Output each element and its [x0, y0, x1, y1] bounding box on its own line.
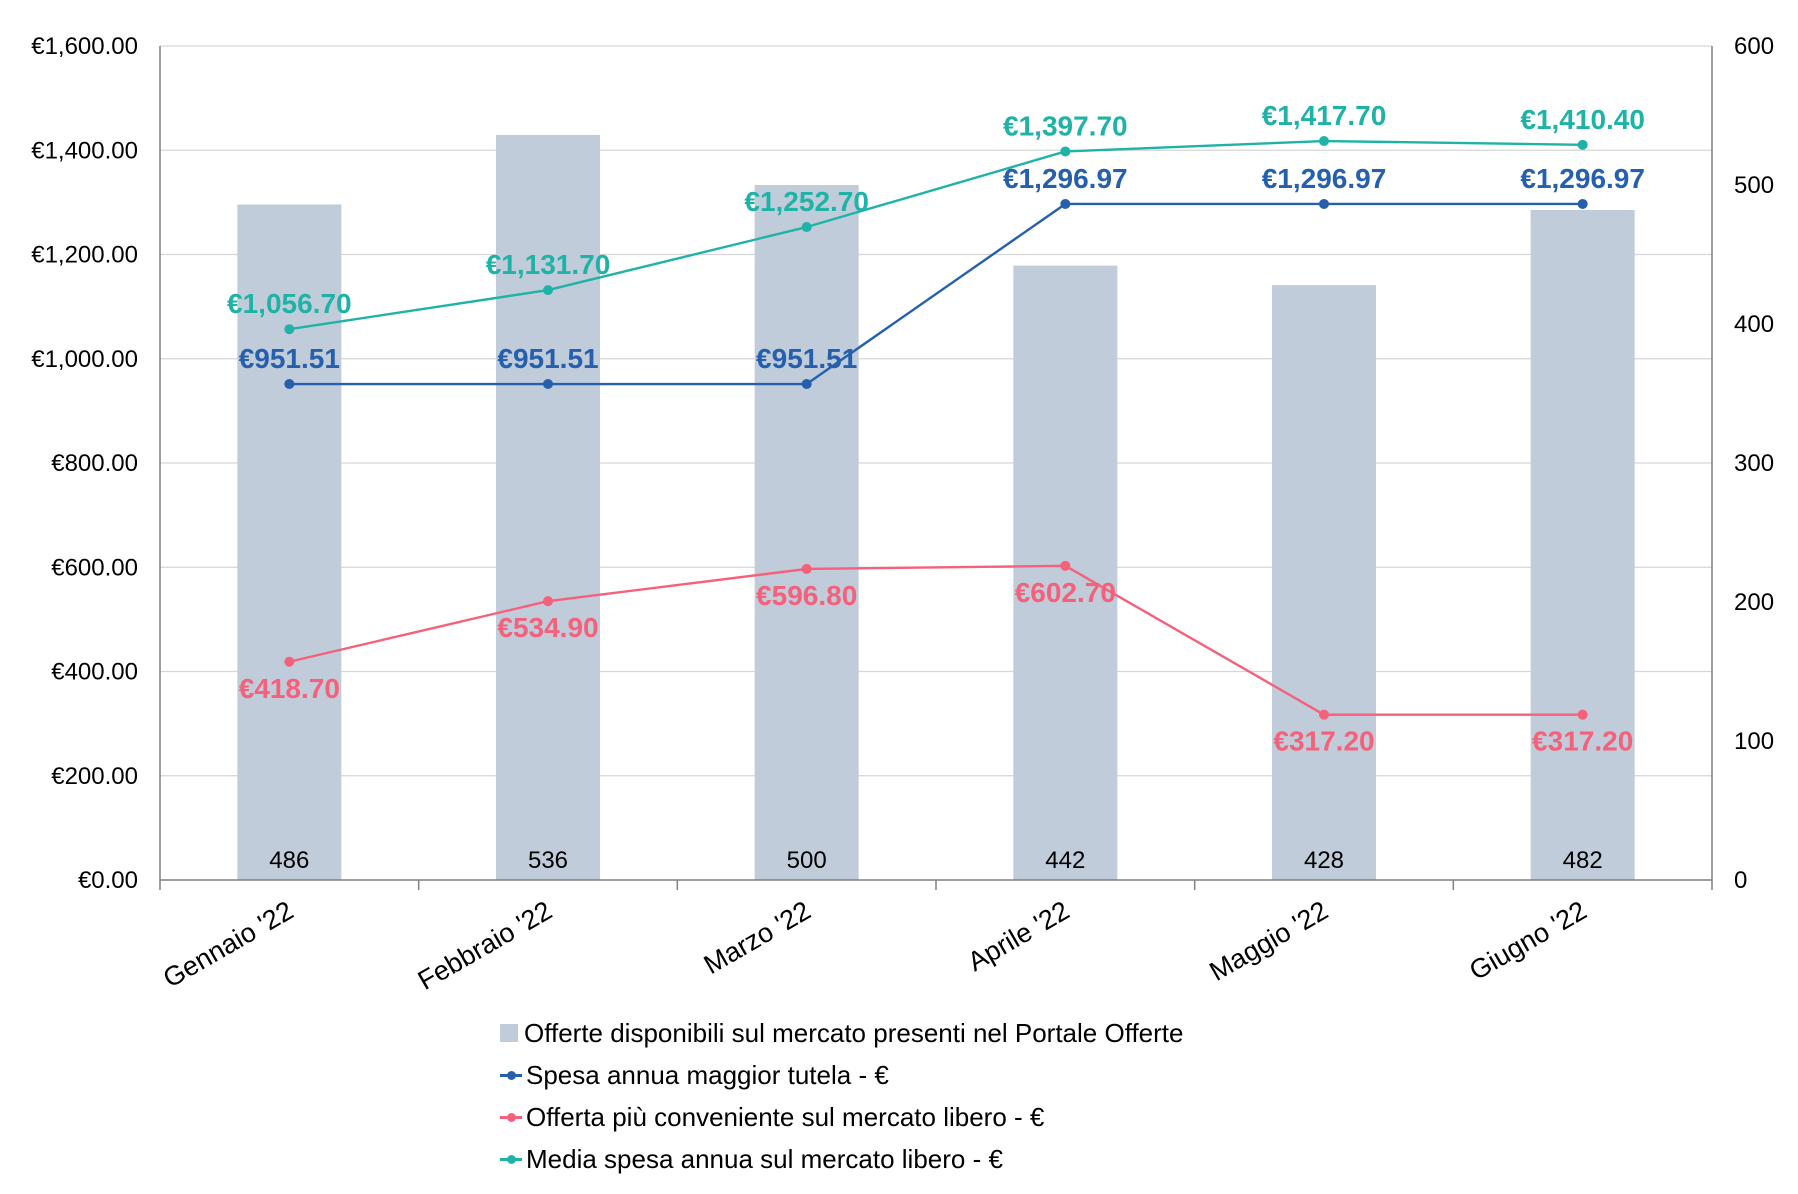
- x-tick-label: Febbraio '22: [413, 895, 557, 996]
- legend-item-maggior-tutela: Spesa annua maggior tutela - €: [500, 1054, 1500, 1096]
- bar: [754, 185, 859, 880]
- y-right-tick-label: 600: [1734, 33, 1774, 60]
- series-point: [1577, 709, 1588, 720]
- bar-value-label: 500: [787, 847, 827, 874]
- series-point: [284, 656, 295, 667]
- y-left-tick-label: €800.00: [51, 450, 138, 477]
- series-line: [289, 139, 1583, 331]
- series-line: [289, 202, 1583, 386]
- x-tick-label: Aprile '22: [963, 895, 1075, 977]
- series-data-label: €602.70: [1015, 577, 1116, 608]
- series-point: [1577, 198, 1588, 209]
- bar: [237, 204, 342, 880]
- series-point: [1060, 560, 1071, 571]
- series-point: [801, 222, 812, 233]
- legend-swatch-media-spesa: [500, 1150, 522, 1168]
- series-data-label: €596.80: [756, 580, 857, 611]
- y-left-tick-label: €1,200.00: [31, 242, 138, 269]
- series-point: [284, 324, 295, 335]
- series-data-label: €951.51: [239, 343, 340, 374]
- gridlines: [160, 45, 1712, 777]
- series-data-label: €1,131.70: [486, 249, 611, 280]
- series-data-label: €951.51: [497, 343, 598, 374]
- series-line: [289, 564, 1583, 716]
- series-point: [543, 596, 553, 607]
- bar-value-label: 486: [269, 847, 309, 874]
- bar: [1530, 210, 1635, 880]
- legend-swatch-offerta-conveniente: [500, 1108, 522, 1126]
- x-tick-label: Giugno '22: [1464, 895, 1591, 986]
- y-left-tick-label: €1,400.00: [31, 137, 138, 164]
- bar-value-label: 536: [528, 847, 568, 874]
- series-point: [1319, 136, 1329, 147]
- series-data-label: €1,397.70: [1003, 110, 1128, 141]
- bar: [1013, 265, 1118, 880]
- series-point: [801, 379, 812, 390]
- legend-label-offerta-conveniente: Offerta più conveniente sul mercato libe…: [526, 1101, 1045, 1132]
- bar: [496, 134, 600, 880]
- series-data-label: €1,056.70: [227, 288, 352, 319]
- legend-label-media-spesa: Media spesa annua sul mercato libero - €: [526, 1143, 1003, 1174]
- bar-value-label: 428: [1304, 847, 1344, 874]
- legend: Offerte disponibili sul mercato presenti…: [500, 1012, 1500, 1180]
- series-data-label: €1,296.97: [1262, 163, 1387, 194]
- series-point: [543, 379, 553, 390]
- x-tick-label: Maggio '22: [1204, 895, 1333, 987]
- series-data-label: €1,296.97: [1520, 163, 1645, 194]
- y-right-tick-label: 300: [1734, 450, 1774, 477]
- series-point: [1319, 709, 1329, 720]
- bar-value-label: 482: [1563, 847, 1603, 874]
- y-right-tick-label: 0: [1734, 867, 1747, 894]
- line-series: [284, 136, 1588, 720]
- series-point: [1060, 146, 1071, 157]
- legend-label-bars: Offerte disponibili sul mercato presenti…: [524, 1017, 1184, 1048]
- series-data-label: €1,296.97: [1003, 163, 1128, 194]
- legend-item-bars: Offerte disponibili sul mercato presenti…: [500, 1012, 1500, 1054]
- legend-item-media-spesa: Media spesa annua sul mercato libero - €: [500, 1138, 1500, 1180]
- series-data-label: €418.70: [239, 673, 340, 704]
- y-left-tick-label: €0.00: [78, 867, 138, 894]
- series-data-label: €1,410.40: [1520, 104, 1645, 135]
- data-labels: 486 536 500 442 428 482 €951.51 €951.51 €951.51 €…: [227, 100, 1645, 874]
- bar-series: [237, 134, 1635, 881]
- series-data-label: €1,252.70: [744, 186, 869, 217]
- series-data-label: €534.90: [497, 612, 598, 643]
- y-left-tick-label: €600.00: [51, 554, 138, 581]
- legend-item-offerta-conveniente: Offerta più conveniente sul mercato libe…: [500, 1096, 1500, 1138]
- series-point: [801, 563, 812, 574]
- legend-swatch-maggior-tutela: [500, 1066, 522, 1084]
- y-left-tick-label: €1,600.00: [31, 33, 138, 60]
- series-point: [1319, 198, 1329, 209]
- y-right-tick-label: 400: [1734, 311, 1774, 338]
- x-tick-label: Marzo '22: [699, 895, 816, 980]
- series-data-label: €317.20: [1532, 726, 1633, 757]
- series-point: [1577, 139, 1588, 150]
- y-right-tick-label: 100: [1734, 728, 1774, 755]
- y-left-tick-label: €400.00: [51, 659, 138, 686]
- y-left-tick-label: €1,000.00: [31, 346, 138, 373]
- series-point: [543, 285, 553, 296]
- series-data-label: €317.20: [1273, 726, 1374, 757]
- bar: [1272, 285, 1376, 881]
- y-right-tick-label: 200: [1734, 589, 1774, 616]
- y-right-tick-label: 500: [1734, 172, 1774, 199]
- y-left-tick-label: €200.00: [51, 763, 138, 790]
- series-point: [1060, 198, 1071, 209]
- legend-label-maggior-tutela: Spesa annua maggior tutela - €: [526, 1059, 889, 1090]
- bar-value-label: 442: [1045, 847, 1085, 874]
- series-data-label: €1,417.70: [1262, 100, 1387, 131]
- x-tick-label: Gennaio '22: [158, 895, 298, 993]
- legend-swatch-bars: [500, 1024, 518, 1042]
- series-data-label: €951.51: [756, 343, 857, 374]
- series-point: [284, 379, 295, 390]
